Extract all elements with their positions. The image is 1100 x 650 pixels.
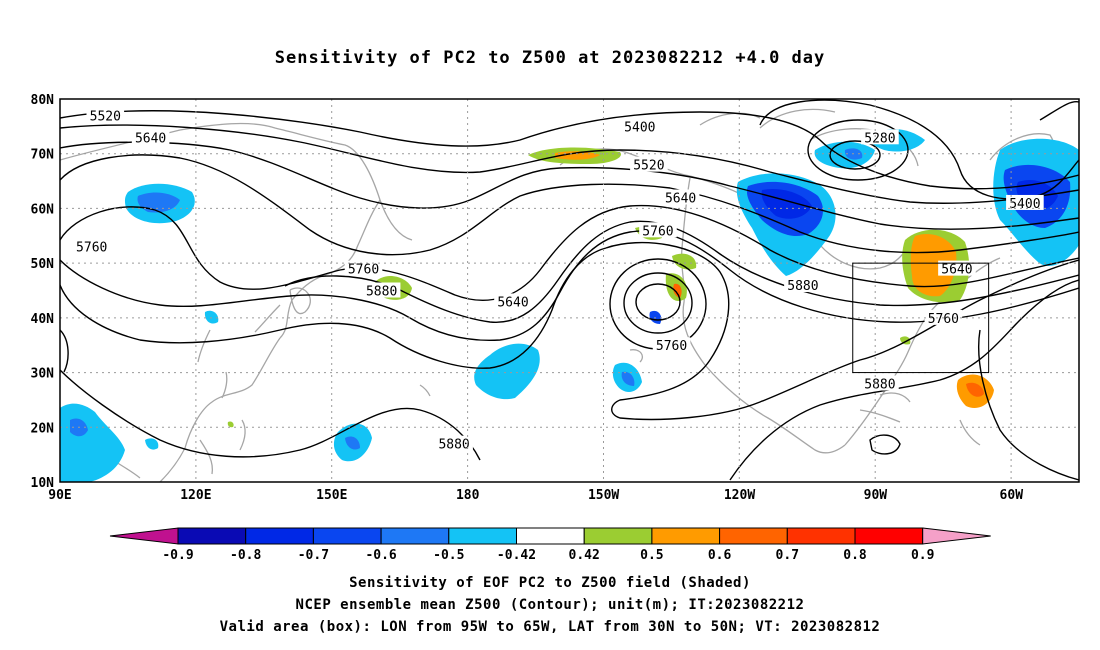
- colorbar-left-arrow: [109, 527, 179, 545]
- sensitivity-shading: [60, 128, 1079, 482]
- colorbar-segment: [651, 527, 721, 545]
- colorbar-segment: [583, 527, 653, 545]
- lat-label: 60N: [31, 202, 55, 217]
- colorbar-segment: [448, 527, 517, 545]
- contour-label: 5880: [438, 438, 469, 453]
- colorbar-right-arrow: [922, 527, 991, 545]
- colorbar-label: 0.42: [569, 548, 600, 563]
- lon-label: 180: [456, 488, 480, 503]
- contour-label-bg: [344, 260, 383, 276]
- contour-label: 5880: [787, 279, 818, 294]
- contour-label-bg: [131, 129, 170, 145]
- colorbar-segment: [719, 527, 788, 545]
- contour-label: 5520: [90, 109, 121, 124]
- contour-label: 5760: [76, 241, 107, 256]
- contour-label-bg: [652, 337, 691, 353]
- lat-label: 20N: [31, 421, 55, 436]
- contour-label: 5880: [366, 285, 397, 300]
- colorbar-label: -0.5: [433, 548, 464, 563]
- contour-label: 5640: [941, 263, 972, 278]
- map-frame: [59, 98, 1080, 483]
- contour-labels: 5520 5640 5760 5400 5520 5640 5760 5280 5400 5760…: [72, 107, 1044, 453]
- lon-label: 150W: [588, 488, 619, 503]
- lat-label: 10N: [31, 476, 55, 491]
- z500-contours: [60, 99, 1079, 481]
- lat-label: 40N: [31, 312, 55, 327]
- contour-label: 5640: [497, 295, 528, 310]
- contour-label: 5760: [642, 224, 673, 239]
- contour-label-bg: [630, 156, 668, 172]
- colorbar-label: 0.9: [911, 548, 934, 563]
- lon-label: 90W: [864, 488, 888, 503]
- contour-label: 5760: [348, 263, 379, 278]
- colorbar-label: 0.8: [843, 548, 867, 563]
- latitude-labels: 80N 70N 60N 50N 40N 30N 20N 10N: [31, 93, 55, 491]
- lon-label: 120E: [180, 488, 211, 503]
- lon-label: 120W: [724, 488, 755, 503]
- contour-label: 5880: [864, 378, 895, 393]
- contour-label-bg: [784, 277, 822, 293]
- colorbar-label: 0.7: [776, 548, 799, 563]
- contour-label: 5520: [633, 159, 664, 174]
- lon-label: 90E: [48, 488, 71, 503]
- lat-label: 80N: [31, 93, 55, 108]
- contour-label-bg: [639, 222, 677, 238]
- contour-label: 5280: [864, 131, 895, 146]
- contour-label: 5640: [135, 131, 166, 146]
- contour-label-bg: [1006, 194, 1044, 210]
- colorbar-label: -0.8: [230, 548, 261, 563]
- colorbar: -0.9 -0.8 -0.7 -0.6 -0.5 -0.42 0.42 0.5 0.6 0.7 0.…: [109, 527, 991, 563]
- colorbar-label: 0.6: [708, 548, 732, 563]
- contour-label-bg: [621, 118, 659, 134]
- contour-label-bg: [362, 282, 401, 298]
- colorbar-label: -0.7: [298, 548, 329, 563]
- colorbar-segment: [516, 527, 585, 545]
- contour-label-bg: [494, 293, 532, 309]
- contour-label: 5640: [665, 191, 696, 206]
- colorbar-label: -0.42: [497, 548, 536, 563]
- footer-line-2: NCEP ensemble mean Z500 (Contour); unit(…: [295, 597, 805, 613]
- contour-label-bg: [938, 260, 976, 276]
- lon-label: 150E: [316, 488, 347, 503]
- contour-label: 5400: [1009, 197, 1040, 212]
- lon-label: 60W: [1000, 488, 1024, 503]
- contour-label-bg: [924, 309, 963, 325]
- contour-label: 5400: [624, 120, 655, 135]
- colorbar-segment: [245, 527, 314, 545]
- contour-label-bg: [861, 375, 899, 391]
- colorbar-label: 0.5: [640, 548, 663, 563]
- contour-label-bg: [661, 189, 700, 205]
- contour-label-bg: [861, 129, 899, 145]
- contour-label-bg: [86, 107, 125, 123]
- footer-line-3: Valid area (box): LON from 95W to 65W, L…: [219, 619, 881, 635]
- graticule: [60, 99, 1079, 482]
- colorbar-segment: [177, 527, 247, 545]
- lat-label: 70N: [31, 148, 55, 163]
- lat-label: 50N: [31, 257, 55, 272]
- longitude-labels: 90E 120E 150E 180 150W 120W 90W 60W: [48, 488, 1023, 503]
- colorbar-label: -0.6: [365, 548, 396, 563]
- footer-line-1: Sensitivity of EOF PC2 to Z500 field (Sh…: [349, 575, 751, 591]
- colorbar-segment: [854, 527, 924, 545]
- contour-label: 5760: [656, 339, 687, 354]
- lat-label: 30N: [31, 367, 55, 382]
- chart-title: Sensitivity of PC2 to Z500 at 2023082212…: [274, 48, 826, 68]
- contour-label: 5760: [928, 312, 959, 327]
- colorbar-segment: [786, 527, 856, 545]
- colorbar-segment: [380, 527, 450, 545]
- contour-label-bg: [72, 238, 111, 254]
- colorbar-label: -0.9: [162, 548, 193, 563]
- contour-label-bg: [435, 435, 473, 451]
- colorbar-segment: [312, 527, 382, 545]
- valid-area-box: [852, 262, 990, 374]
- sensitivity-map: 5520 5640 5760 5400 5520 5640 5760 5280 5400 5760…: [31, 93, 1080, 563]
